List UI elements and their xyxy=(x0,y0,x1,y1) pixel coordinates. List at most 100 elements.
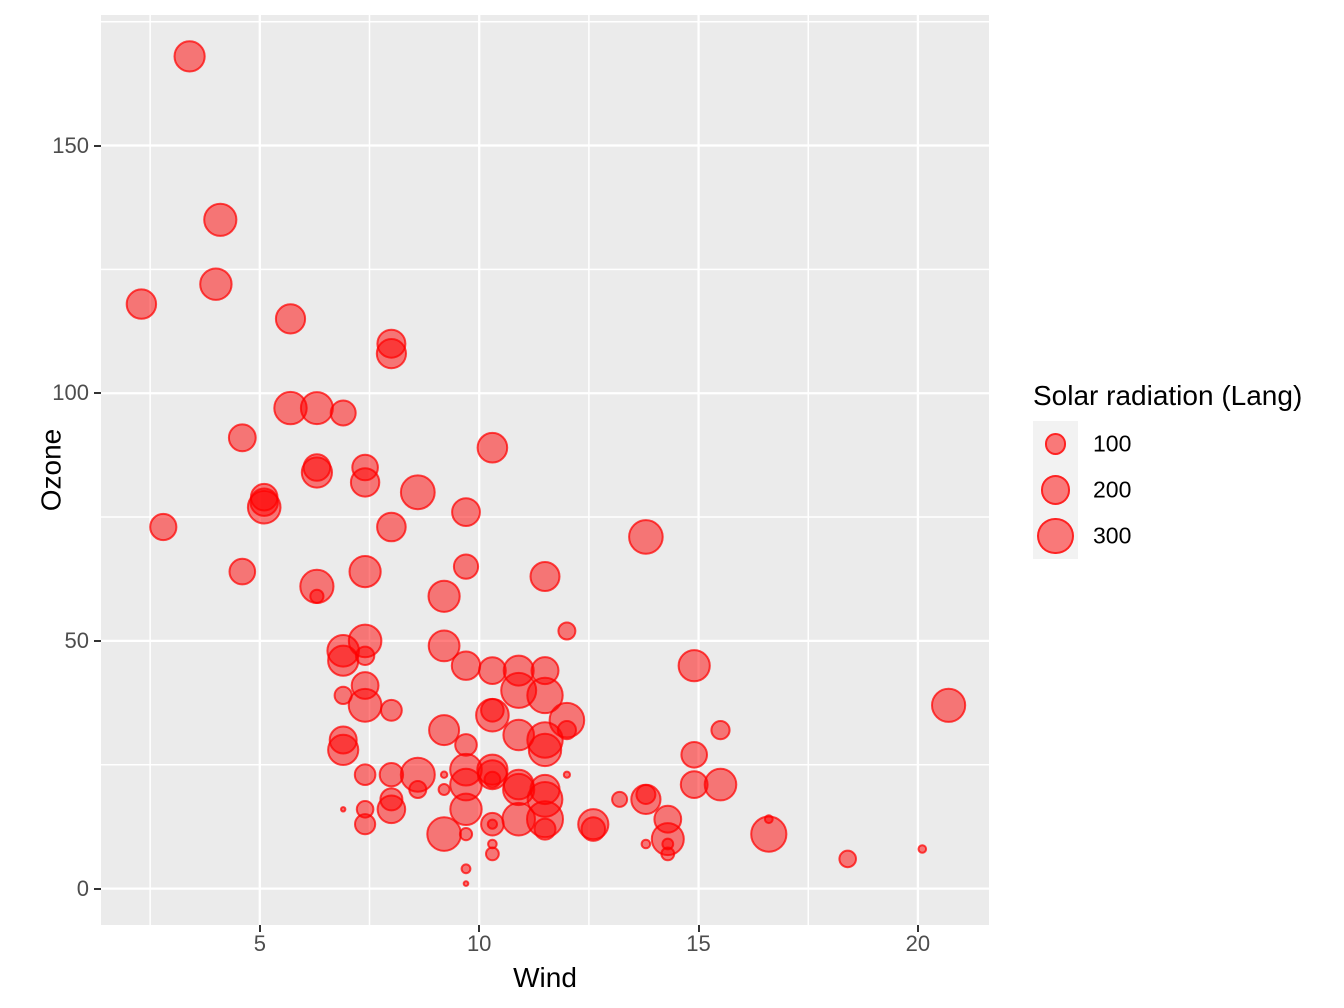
data-point xyxy=(653,804,683,834)
data-point xyxy=(203,202,238,237)
data-point xyxy=(173,40,206,73)
data-point xyxy=(380,698,403,722)
data-point xyxy=(502,654,535,687)
data-point xyxy=(838,849,858,869)
x-tick-label: 15 xyxy=(686,931,711,956)
data-point xyxy=(931,687,967,723)
x-tick-mark xyxy=(478,925,481,932)
x-tick-mark xyxy=(258,925,261,932)
data-point xyxy=(408,780,428,799)
data-point xyxy=(640,838,652,850)
data-point xyxy=(452,553,480,580)
data-point xyxy=(557,621,577,641)
data-point xyxy=(486,818,498,830)
legend-keys xyxy=(1033,421,1078,559)
y-tick-label: 100 xyxy=(52,380,89,406)
plot-panel xyxy=(101,15,989,925)
y-tick-mark xyxy=(94,887,101,890)
data-point xyxy=(378,762,405,788)
data-point xyxy=(274,303,307,335)
y-tick-mark xyxy=(94,392,101,395)
data-point xyxy=(125,288,158,320)
data-point xyxy=(333,685,353,706)
data-point xyxy=(630,783,662,816)
data-point xyxy=(439,770,449,779)
data-point xyxy=(349,467,381,498)
legend-label: 100 xyxy=(1093,430,1132,457)
data-point xyxy=(376,511,407,543)
data-point xyxy=(533,817,557,841)
data-point xyxy=(502,718,536,752)
x-tick-label: 10 xyxy=(466,931,492,956)
data-point xyxy=(379,787,404,812)
x-axis-title: Wind xyxy=(513,962,577,993)
data-point xyxy=(427,579,461,613)
data-point xyxy=(502,768,535,801)
data-point xyxy=(628,519,664,555)
data-point xyxy=(347,687,383,723)
data-point xyxy=(437,783,451,796)
data-point xyxy=(680,741,709,769)
legend-key xyxy=(1033,467,1078,513)
data-point xyxy=(703,767,738,802)
data-point xyxy=(327,644,360,677)
data-point xyxy=(556,720,577,741)
data-point xyxy=(428,714,461,747)
data-point xyxy=(462,880,470,887)
legend-key xyxy=(1033,513,1078,559)
data-point xyxy=(199,267,233,301)
y-tick-label: 50 xyxy=(64,627,89,653)
data-point xyxy=(426,816,462,852)
data-point xyxy=(228,557,257,586)
data-point xyxy=(485,846,500,862)
legend-bubble-icon xyxy=(1044,433,1066,455)
data-point xyxy=(763,814,774,825)
data-point xyxy=(611,790,629,808)
x-tick-label: 20 xyxy=(905,931,931,956)
size-legend: Solar radiation (Lang) 100 200 300 xyxy=(1033,380,1303,559)
data-point xyxy=(427,629,461,663)
data-point xyxy=(353,763,377,787)
data-point xyxy=(273,390,308,426)
data-point xyxy=(376,328,407,359)
data-point xyxy=(450,650,482,681)
plot-canvas xyxy=(101,15,989,925)
legend-bubble-icon xyxy=(1040,475,1071,505)
data-point xyxy=(399,474,436,511)
data-point xyxy=(460,863,472,875)
data-point xyxy=(249,487,279,517)
data-point xyxy=(917,844,928,854)
data-point xyxy=(227,423,257,453)
data-point xyxy=(328,725,358,755)
legend-label: 200 xyxy=(1093,476,1132,503)
data-point xyxy=(562,770,571,779)
data-point xyxy=(529,561,561,592)
data-point xyxy=(340,806,347,813)
data-point xyxy=(354,813,377,836)
data-point xyxy=(679,770,709,799)
x-tick-mark xyxy=(697,925,700,932)
data-point xyxy=(480,698,505,723)
y-tick-label: 150 xyxy=(52,132,89,158)
legend-bubble-icon xyxy=(1037,517,1074,555)
y-tick-label: 0 xyxy=(76,875,89,901)
data-point xyxy=(449,767,483,802)
data-point xyxy=(710,720,731,741)
y-axis-title: Ozone xyxy=(35,428,67,512)
data-point xyxy=(454,733,478,757)
data-point xyxy=(478,656,507,685)
data-point xyxy=(451,497,481,528)
data-point xyxy=(458,827,474,842)
data-point xyxy=(309,588,325,604)
legend-key xyxy=(1033,421,1078,467)
y-tick-mark xyxy=(94,144,101,147)
legend-label: 300 xyxy=(1093,522,1132,549)
x-tick-label: 5 xyxy=(253,931,266,956)
data-point xyxy=(527,732,563,768)
data-point xyxy=(529,773,561,806)
data-point xyxy=(149,512,178,542)
data-point xyxy=(348,555,382,589)
data-point xyxy=(530,656,560,686)
legend-title: Solar radiation (Lang) xyxy=(1033,380,1303,411)
